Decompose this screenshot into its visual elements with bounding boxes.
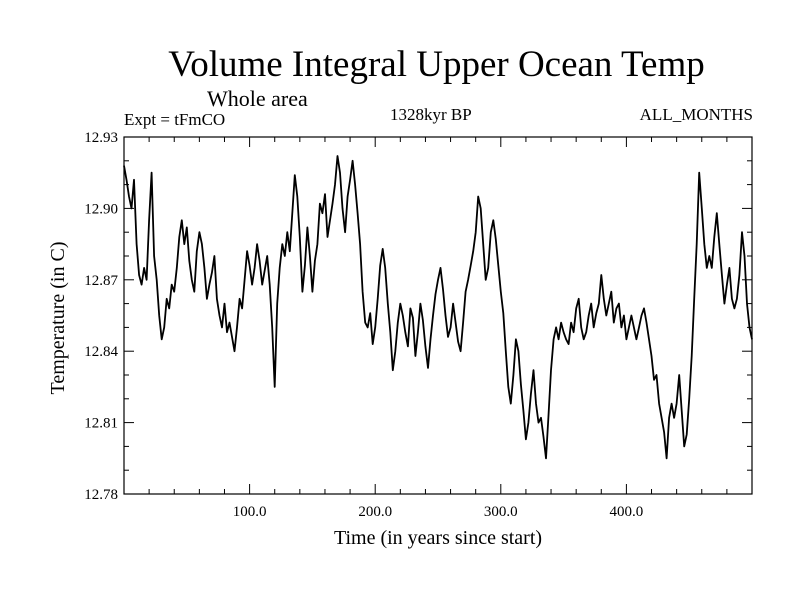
temperature-series-line [123, 155, 753, 460]
axis-ticks [124, 136, 752, 495]
y-tick-label: 12.78 [84, 487, 118, 503]
y-tick-label: 12.87 [84, 273, 118, 289]
chart-title: Volume Integral Upper Ocean Temp [168, 44, 705, 85]
x-tick-label: 200.0 [358, 504, 392, 520]
axis-tick-labels: 100.0 200.0 300.0 400.0 12.78 12.81 12.84 12.87… [84, 130, 643, 520]
x-tick-label: 400.0 [610, 504, 644, 520]
plot-frame [123, 136, 753, 495]
y-tick-label: 12.90 [84, 201, 118, 217]
experiment-annotation: Expt = tFmCO [124, 110, 226, 129]
x-tick-label: 100.0 [233, 504, 267, 520]
months-annotation: ALL_MONTHS [639, 105, 753, 124]
chart-subtitle: Whole area [207, 86, 308, 111]
y-tick-label: 12.81 [84, 416, 118, 432]
x-axis-label: Time (in years since start) [333, 527, 543, 549]
y-tick-label: 12.93 [84, 130, 118, 146]
y-tick-label: 12.84 [84, 344, 118, 360]
x-tick-label: 300.0 [484, 504, 518, 520]
period-annotation: 1328kyr BP [390, 105, 472, 124]
